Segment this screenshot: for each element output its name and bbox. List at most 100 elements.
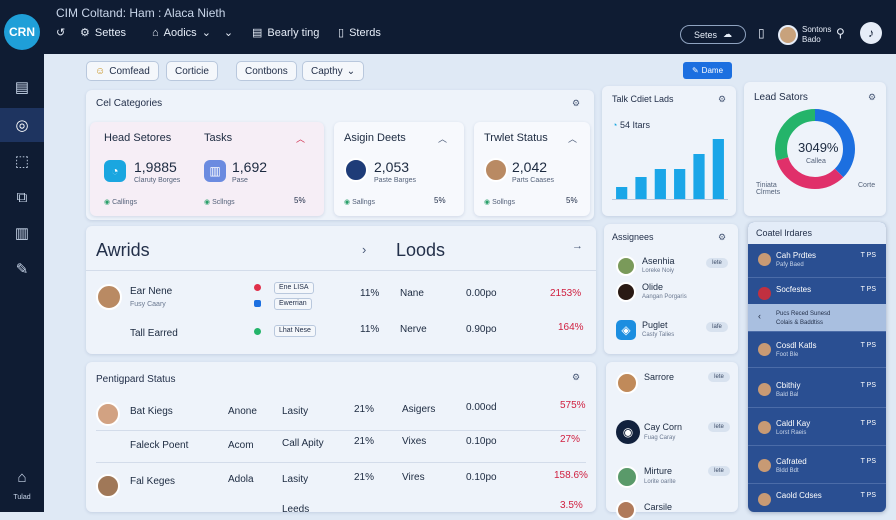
copy-icon: ⧉ — [16, 188, 28, 206]
user-avatar[interactable] — [778, 25, 798, 45]
top-action-button[interactable]: Setes ☁ — [680, 25, 746, 44]
donut-legend-left: Tiniata Clrmets — [756, 182, 781, 196]
panel-title: Cel Categories — [96, 98, 163, 109]
settings-icon[interactable]: ⚙ — [572, 98, 581, 108]
globe-icon — [344, 158, 368, 182]
avatar — [758, 459, 771, 472]
list-item[interactable]: Caldl Kay Lorst Raeis T PS — [748, 412, 886, 446]
controller-icon: ◉ — [616, 420, 640, 444]
status-dot — [254, 328, 261, 335]
help-icon: ◎ — [15, 117, 29, 134]
avatar — [96, 284, 122, 310]
card-asigin-deets[interactable]: Asigin Deets ︿ 2,053 Paste Barges ◉ Sall… — [334, 122, 464, 216]
settings-icon[interactable]: ⚙ — [572, 372, 581, 382]
cloud-icon: ☁ — [723, 29, 732, 39]
avatar — [484, 158, 508, 182]
wrench-icon: ✎ — [15, 261, 29, 278]
primary-button[interactable]: ✎ Dame — [683, 62, 732, 79]
avatar — [616, 500, 636, 520]
search-icon[interactable]: ⚲ — [836, 26, 845, 40]
status-dot — [254, 284, 261, 291]
chart-bar-3 — [674, 169, 686, 199]
chart-bar-1 — [635, 177, 647, 199]
donut-sub: Callea — [806, 158, 826, 165]
check-icon: ◉ — [104, 199, 111, 206]
filter-capthy[interactable]: Capthy ⌄ — [302, 61, 365, 81]
avatar — [616, 256, 636, 276]
nav-back[interactable]: ↺ — [56, 26, 65, 39]
sidebar-item-help[interactable]: ◎ — [0, 108, 44, 142]
avatar — [758, 383, 771, 396]
app-title: CIM Coltand: Ham : Alaca Nieth — [56, 6, 226, 20]
chart-bar-5 — [712, 139, 724, 199]
card-head-setores[interactable]: Head Setores Tasks ︿ ◔ 1,9885 Claruty Bo… — [90, 122, 324, 216]
sidebar-item-tools[interactable]: ✎ — [0, 252, 44, 286]
sidebar-item-boxes[interactable]: ⬚ — [0, 144, 44, 178]
nav-item-settings[interactable]: ⚙ Settes — [80, 26, 127, 40]
filter-contbons[interactable]: Contbons — [236, 61, 297, 81]
awrids-panel: Awrids › Loods → Ear Nene Fusy Caary Ene… — [86, 226, 596, 354]
list-item[interactable]: Cafrated Bldd Bdt T PS — [748, 450, 886, 484]
panel-icon[interactable]: ▯ — [758, 26, 765, 40]
sidebar-item-home[interactable]: ⌂ — [0, 460, 44, 494]
box-icon: ⬚ — [14, 153, 30, 170]
nav-item-bearly[interactable]: ▤ Bearly ting — [252, 26, 320, 40]
filter-corticie[interactable]: Corticie — [166, 61, 218, 81]
book-icon: ▥ — [14, 225, 30, 242]
sidebar-item-dashboard[interactable]: ▤ — [0, 70, 44, 104]
chevron-right-icon[interactable]: › — [362, 242, 367, 257]
top-bar: CRN CIM Coltand: Ham : Alaca Nieth ↺ ⚙ Se… — [0, 0, 896, 54]
contact-list-panel: Coatel lrdares Cah Prdtes Pafy Baed T PS S… — [748, 222, 886, 512]
settings-icon[interactable]: ⚙ — [868, 92, 877, 102]
chevron-up-icon[interactable]: ︿ — [438, 134, 448, 144]
avatar — [616, 282, 636, 302]
sidebar-item-book[interactable]: ▥ — [0, 216, 44, 250]
tasks-chart-panel: Talk Cdiet Lads ⚙ ◔ 54 Itars — [602, 86, 736, 216]
contacts-panel: Sarrore lete ◉ Cay Corn Fuag Caray lete … — [606, 362, 738, 520]
chart-bar-4 — [693, 154, 705, 199]
donut-legend-right: Corte — [858, 182, 876, 189]
filter-comfead[interactable]: ☺ Comfead — [86, 61, 159, 81]
avatar — [616, 466, 638, 488]
chevron-down-icon: ⌄ — [346, 65, 356, 77]
check-icon: ◉ — [344, 199, 351, 206]
user-name: Sontons Bado — [802, 25, 832, 44]
donut-chart — [775, 109, 855, 189]
arrow-right-icon[interactable]: → — [572, 240, 583, 252]
list-icon: ▤ — [252, 27, 263, 39]
card-trwlet-status[interactable]: Trwlet Status ︿ 2,042 Parts Caases ◉ Sol… — [474, 122, 590, 216]
list-icon: ▤ — [14, 79, 30, 96]
chevron-up-icon[interactable]: ︿ — [568, 134, 578, 144]
avatar — [96, 402, 120, 426]
nav-item-sterds[interactable]: ▯ Sterds — [338, 26, 381, 40]
check-icon: ◉ — [204, 199, 211, 206]
donut-segment-pink — [775, 109, 855, 189]
chevron-left-icon: ‹ — [758, 311, 761, 321]
list-item[interactable]: Cbithiy Bald Bal T PS — [748, 374, 886, 408]
pending-status-panel: Pentigpard Status ⚙ Bat Kiegs Anone Lasi… — [86, 362, 596, 515]
avatar — [758, 493, 771, 506]
settings-icon[interactable]: ⚙ — [718, 94, 727, 104]
donut-value: 3049% — [798, 140, 839, 155]
bar-chart — [612, 139, 728, 200]
notification-icon[interactable]: ♪ — [860, 22, 882, 44]
list-item-selected[interactable]: ‹ Pucs Reced Sunesd Colais & Baddtiss — [748, 304, 886, 332]
avatar — [758, 421, 771, 434]
check-icon: ◉ — [484, 199, 491, 206]
user-icon: ◔ — [612, 120, 618, 130]
app-logo[interactable]: CRN — [4, 14, 40, 50]
bank-icon: ⌂ — [152, 26, 159, 39]
nav-item-aodics[interactable]: ⌂ Aodics ⌄ ⌄ — [152, 26, 234, 40]
list-item[interactable]: Cosdl Katls Foot Ble T PS — [748, 334, 886, 368]
timer-icon: ◔ — [104, 160, 126, 182]
avatar — [758, 343, 771, 356]
settings-icon[interactable]: ⚙ — [718, 232, 727, 242]
chevron-up-icon[interactable]: ︿ — [296, 134, 306, 144]
chevron-down-icon: ⌄ — [201, 27, 211, 39]
list-item[interactable]: Cah Prdtes Pafy Baed T PS — [748, 244, 886, 278]
avatar — [96, 474, 120, 498]
chart-icon: ▥ — [204, 160, 226, 182]
list-item[interactable]: Caold Cdses T PS — [748, 484, 886, 512]
sidebar-item-copy[interactable]: ⧉ — [0, 180, 44, 214]
sidebar: ▤ ◎ ⬚ ⧉ ▥ ✎ ⌂ Tulad — [0, 54, 44, 512]
